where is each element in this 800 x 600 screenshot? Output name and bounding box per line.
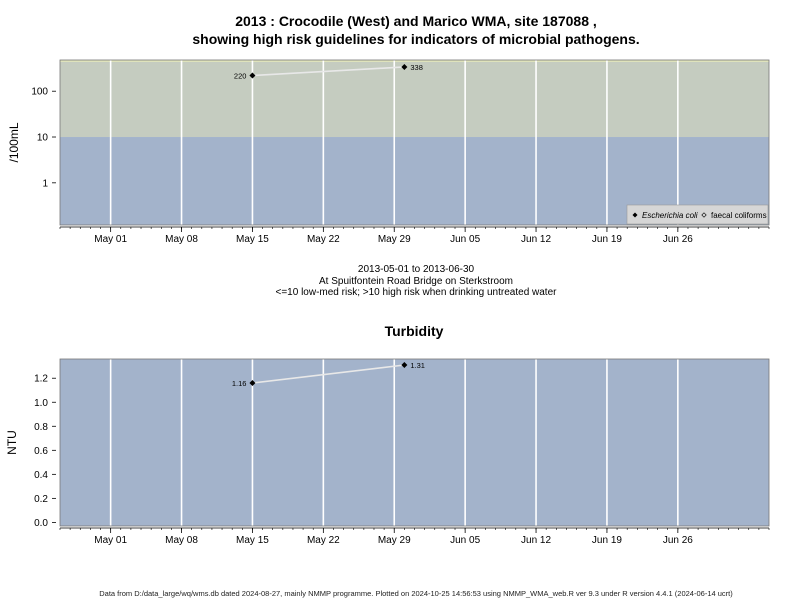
- data-label: 1.16: [232, 379, 247, 388]
- risk-bands: [60, 60, 769, 225]
- turbidity-title: Turbidity: [385, 323, 444, 339]
- data-label: 338: [410, 63, 423, 72]
- y-tick-label: 1.2: [34, 374, 48, 385]
- y-tick-label: 0.8: [34, 422, 48, 433]
- legend-faecal-label: faecal coliforms: [711, 211, 767, 220]
- data-point: [249, 72, 256, 79]
- x-tick-label: Jun 05: [450, 535, 480, 546]
- legend-ecoli-label: Escherichia coli: [642, 211, 698, 220]
- chart-title-line2: showing high risk guidelines for indicat…: [192, 31, 640, 47]
- panel1-grid: [109, 60, 679, 225]
- y-tick-label: 10: [37, 133, 49, 144]
- x-tick-label: May 08: [165, 535, 198, 546]
- panel2-y-axis: 0.0 0.2 0.4 0.6 0.8 1.0 1.2: [34, 374, 56, 529]
- panel2-grid: [109, 359, 679, 526]
- data-point: [249, 380, 256, 387]
- y-tick-label: 0.0: [34, 518, 48, 529]
- data-label: 1.31: [410, 361, 425, 370]
- x-tick-label: May 15: [236, 234, 269, 245]
- turbidity-panel: Turbidity May 01 May 08 May 15 May 22 May 29…: [5, 323, 770, 546]
- y-tick-label: 1: [42, 178, 48, 189]
- legend-box: [626, 204, 769, 225]
- data-point: [401, 63, 408, 70]
- x-tick-label: May 01: [94, 535, 127, 546]
- panel1-y-axis: 1 10 100: [31, 87, 56, 189]
- x-tick-label: Jun 05: [450, 234, 480, 245]
- risk-caption: <=10 low-med risk; >10 high risk when dr…: [275, 287, 557, 298]
- panel2-x-axis: May 01 May 08 May 15 May 22 May 29 Jun 05 Jun …: [59, 527, 770, 546]
- series-line: [252, 66, 405, 77]
- data-point: [401, 362, 408, 369]
- top-band: [60, 60, 769, 62]
- footer-note: Data from D:/data_large/wq/wms.db dated …: [99, 589, 733, 598]
- site-caption: At Spuitfontein Road Bridge on Sterkstro…: [319, 276, 513, 287]
- x-tick-label: May 22: [307, 234, 340, 245]
- legend: Escherichia coli faecal coliforms: [626, 204, 769, 225]
- y-tick-label: 0.2: [34, 494, 48, 505]
- panel2-frame: [59, 358, 770, 527]
- x-tick-label: May 22: [307, 535, 340, 546]
- y-tick-label: 0.6: [34, 446, 48, 457]
- legend-faecal-marker: [701, 212, 707, 218]
- panel2-y-axis-label: NTU: [5, 430, 19, 455]
- panel2-background: [60, 359, 769, 526]
- date-range-caption: 2013-05-01 to 2013-06-30: [357, 264, 475, 275]
- x-tick-label: May 29: [378, 535, 411, 546]
- x-tick-label: May 15: [236, 535, 269, 546]
- ecoli-series: 220 338: [234, 63, 423, 81]
- turbidity-series: 1.16 1.31: [232, 361, 425, 388]
- series-line: [252, 364, 405, 384]
- x-tick-label: May 08: [165, 234, 198, 245]
- microbial-panel: May 01 May 08 May 15 May 22 May 29 Jun 05 Jun …: [7, 59, 770, 245]
- x-tick-label: Jun 19: [592, 234, 622, 245]
- x-tick-label: Jun 12: [521, 234, 551, 245]
- y-tick-label: 100: [31, 87, 48, 98]
- x-tick-label: Jun 26: [663, 234, 693, 245]
- panel1-x-axis: May 01 May 08 May 15 May 22 May 29 Jun 05 Jun …: [59, 226, 770, 245]
- chart-title-line1: 2013 : Crocodile (West) and Marico WMA, …: [235, 13, 597, 29]
- x-tick-label: May 29: [378, 234, 411, 245]
- x-tick-label: Jun 12: [521, 535, 551, 546]
- high-risk-band: [60, 60, 769, 138]
- x-tick-label: May 01: [94, 234, 127, 245]
- legend-ecoli-marker: [632, 212, 638, 218]
- data-label: 220: [234, 72, 247, 81]
- panel1-frame: [59, 59, 770, 226]
- x-tick-label: Jun 19: [592, 535, 622, 546]
- x-tick-label: Jun 26: [663, 535, 693, 546]
- panel1-y-axis-label: /100mL: [7, 122, 21, 162]
- y-tick-label: 0.4: [34, 470, 48, 481]
- y-tick-label: 1.0: [34, 398, 48, 409]
